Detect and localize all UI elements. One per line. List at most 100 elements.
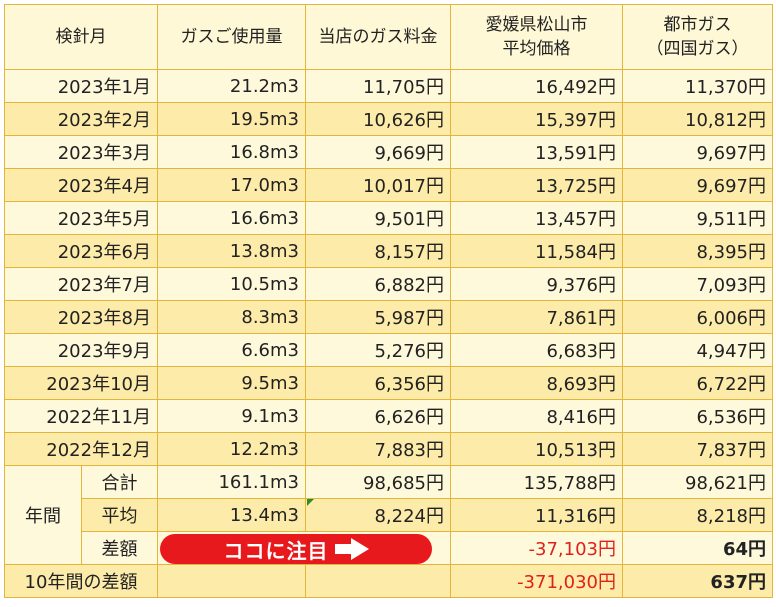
table-row: 2023年9月 6.6m3 5,276円 6,683円 4,947円 bbox=[4, 333, 773, 367]
ten-year-row: 10年間の差額 -371,030円 637円 bbox=[4, 564, 773, 598]
city-gas-cell: 9,697円 bbox=[622, 135, 773, 169]
table-row: 2023年4月 17.0m3 10,017円 13,725円 9,697円 bbox=[4, 168, 773, 202]
month-cell: 2022年11月 bbox=[4, 399, 158, 433]
our-fee-cell: 5,276円 bbox=[305, 333, 451, 367]
city-gas-cell: 4,947円 bbox=[622, 333, 773, 367]
our-fee-cell: 7,883円 bbox=[305, 432, 451, 466]
average-average-price: 11,316円 bbox=[450, 498, 623, 532]
table-row: 2023年7月 10.5m3 6,882円 9,376円 7,093円 bbox=[4, 267, 773, 301]
total-label: 合計 bbox=[81, 465, 158, 499]
city-gas-cell: 6,536円 bbox=[622, 399, 773, 433]
our-fee-cell: 6,882円 bbox=[305, 267, 451, 301]
usage-cell: 13.8m3 bbox=[157, 234, 306, 268]
month-cell: 2023年8月 bbox=[4, 300, 158, 334]
city-gas-cell: 7,093円 bbox=[622, 267, 773, 301]
total-average-price: 135,788円 bbox=[450, 465, 623, 499]
average-price-cell: 13,591円 bbox=[450, 135, 623, 169]
city-gas-cell: 6,722円 bbox=[622, 366, 773, 400]
average-price-cell: 13,457円 bbox=[450, 201, 623, 235]
city-gas-cell: 8,395円 bbox=[622, 234, 773, 268]
ten-year-average-price: -371,030円 bbox=[450, 564, 623, 598]
header-usage: ガスご使用量 bbox=[157, 4, 306, 70]
month-cell: 2023年1月 bbox=[4, 69, 158, 103]
month-cell: 2023年4月 bbox=[4, 168, 158, 202]
average-label: 平均 bbox=[81, 498, 158, 532]
annual-label: 年間 bbox=[4, 465, 82, 565]
average-price-cell: 6,683円 bbox=[450, 333, 623, 367]
our-fee-cell: 10,017円 bbox=[305, 168, 451, 202]
table-row: 2023年2月 19.5m3 10,626円 15,397円 10,812円 bbox=[4, 102, 773, 136]
usage-cell: 12.2m3 bbox=[157, 432, 306, 466]
usage-cell: 16.8m3 bbox=[157, 135, 306, 169]
our-fee-cell: 10,626円 bbox=[305, 102, 451, 136]
gas-price-table-container: 検針月 ガスご使用量 当店のガス料金 愛媛県松山市 平均価格 都市ガス （四国ガス）… bbox=[4, 4, 773, 598]
our-fee-cell: 11,705円 bbox=[305, 69, 451, 103]
usage-cell: 6.6m3 bbox=[157, 333, 306, 367]
usage-cell: 9.5m3 bbox=[157, 366, 306, 400]
our-fee-cell: 5,987円 bbox=[305, 300, 451, 334]
header-our-fee: 当店のガス料金 bbox=[305, 4, 451, 70]
diff-average-price: -37,103円 bbox=[450, 531, 623, 565]
average-city-gas: 8,218円 bbox=[622, 498, 773, 532]
highlight-banner: ココに注目 bbox=[160, 534, 432, 564]
our-fee-cell: 9,501円 bbox=[305, 201, 451, 235]
right-arrow-icon bbox=[334, 538, 369, 560]
diff-label: 差額 bbox=[81, 531, 158, 565]
average-our-fee: 8,224円 bbox=[305, 498, 451, 532]
ten-year-our-fee-empty bbox=[305, 564, 451, 598]
average-price-cell: 15,397円 bbox=[450, 102, 623, 136]
table-row: 2023年1月 21.2m3 11,705円 16,492円 11,370円 bbox=[4, 69, 773, 103]
average-price-cell: 7,861円 bbox=[450, 300, 623, 334]
city-gas-cell: 10,812円 bbox=[622, 102, 773, 136]
month-cell: 2023年5月 bbox=[4, 201, 158, 235]
average-price-cell: 16,492円 bbox=[450, 69, 623, 103]
table-row: 2023年5月 16.6m3 9,501円 13,457円 9,511円 bbox=[4, 201, 773, 235]
average-price-cell: 9,376円 bbox=[450, 267, 623, 301]
month-cell: 2023年3月 bbox=[4, 135, 158, 169]
usage-cell: 16.6m3 bbox=[157, 201, 306, 235]
city-gas-cell: 11,370円 bbox=[622, 69, 773, 103]
month-cell: 2023年10月 bbox=[4, 366, 158, 400]
month-cell: 2023年2月 bbox=[4, 102, 158, 136]
month-cell: 2022年12月 bbox=[4, 432, 158, 466]
average-price-cell: 8,416円 bbox=[450, 399, 623, 433]
comment-marker-icon bbox=[307, 499, 314, 506]
month-cell: 2023年7月 bbox=[4, 267, 158, 301]
city-gas-cell: 9,697円 bbox=[622, 168, 773, 202]
gas-price-comparison-table: 検針月 ガスご使用量 当店のガス料金 愛媛県松山市 平均価格 都市ガス （四国ガス）… bbox=[4, 4, 773, 598]
usage-cell: 8.3m3 bbox=[157, 300, 306, 334]
header-row: 検針月 ガスご使用量 当店のガス料金 愛媛県松山市 平均価格 都市ガス （四国ガス） bbox=[4, 4, 773, 70]
city-gas-cell: 7,837円 bbox=[622, 432, 773, 466]
average-price-cell: 10,513円 bbox=[450, 432, 623, 466]
our-fee-cell: 8,157円 bbox=[305, 234, 451, 268]
usage-cell: 19.5m3 bbox=[157, 102, 306, 136]
average-price-cell: 13,725円 bbox=[450, 168, 623, 202]
total-usage: 161.1m3 bbox=[157, 465, 306, 499]
average-price-cell: 11,584円 bbox=[450, 234, 623, 268]
table-row: 2022年12月 12.2m3 7,883円 10,513円 7,837円 bbox=[4, 432, 773, 466]
our-fee-cell: 6,356円 bbox=[305, 366, 451, 400]
total-our-fee: 98,685円 bbox=[305, 465, 451, 499]
our-fee-cell: 6,626円 bbox=[305, 399, 451, 433]
average-usage: 13.4m3 bbox=[157, 498, 306, 532]
table-row: 2022年11月 9.1m3 6,626円 8,416円 6,536円 bbox=[4, 399, 773, 433]
city-gas-cell: 9,511円 bbox=[622, 201, 773, 235]
our-fee-cell: 9,669円 bbox=[305, 135, 451, 169]
ten-year-label: 10年間の差額 bbox=[4, 564, 158, 598]
average-price-cell: 8,693円 bbox=[450, 366, 623, 400]
diff-city-gas: 64円 bbox=[622, 531, 773, 565]
usage-cell: 17.0m3 bbox=[157, 168, 306, 202]
annual-diff-row: 差額 ココに注目 -37,103円 64円 bbox=[5, 531, 773, 565]
table-row: 2023年10月 9.5m3 6,356円 8,693円 6,722円 bbox=[4, 366, 773, 400]
ten-year-city-gas: 637円 bbox=[622, 564, 773, 598]
usage-cell: 9.1m3 bbox=[157, 399, 306, 433]
annual-total-row: 年間 合計 161.1m3 98,685円 135,788円 98,621円 bbox=[4, 465, 773, 565]
annual-average-row: 平均 13.4m3 8,224円 11,316円 8,218円 bbox=[5, 498, 773, 532]
header-average-price: 愛媛県松山市 平均価格 bbox=[450, 4, 623, 70]
month-cell: 2023年6月 bbox=[4, 234, 158, 268]
usage-cell: 10.5m3 bbox=[157, 267, 306, 301]
header-month: 検針月 bbox=[4, 4, 158, 70]
city-gas-cell: 6,006円 bbox=[622, 300, 773, 334]
table-row: 2023年3月 16.8m3 9,669円 13,591円 9,697円 bbox=[4, 135, 773, 169]
table-row: 2023年6月 13.8m3 8,157円 11,584円 8,395円 bbox=[4, 234, 773, 268]
